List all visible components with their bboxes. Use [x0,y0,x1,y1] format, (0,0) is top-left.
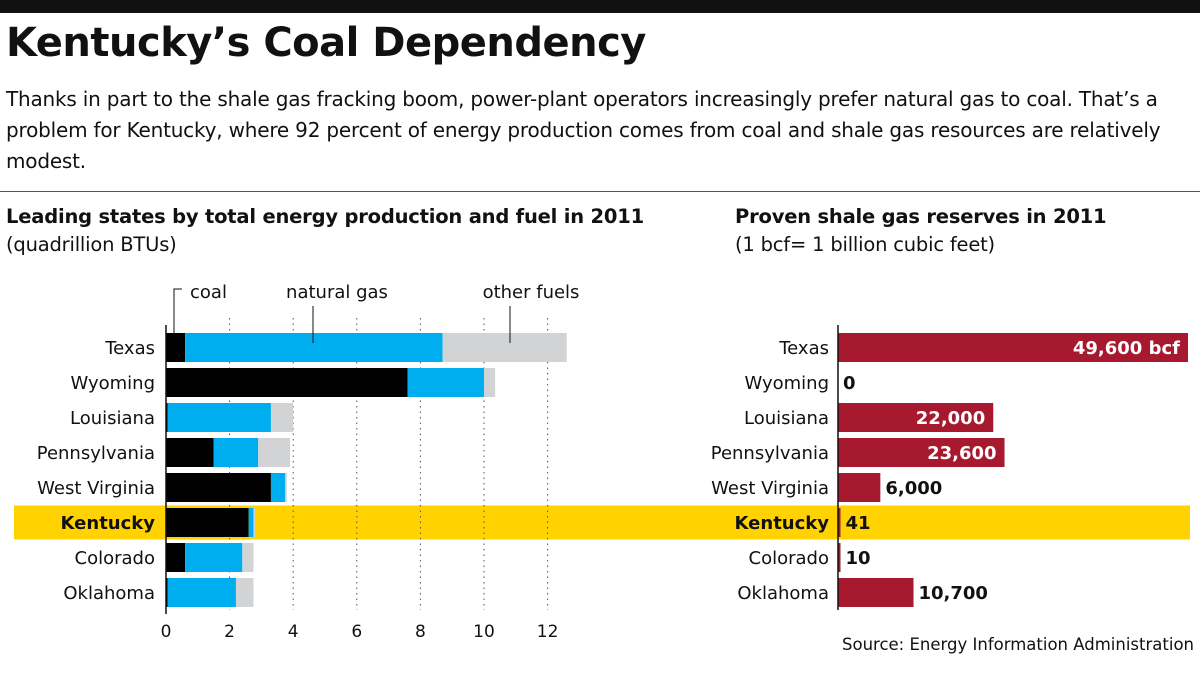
left-bar-natural-gas [213,438,259,467]
left-bar-coal [166,578,168,607]
left-bar-natural-gas [270,473,286,502]
right-category-label: West Virginia [711,478,829,499]
left-category-label: West Virginia [37,478,155,499]
left-bar-other-fuels [235,578,254,607]
left-category-label: Wyoming [70,373,155,394]
left-bar-other-fuels [258,438,291,467]
left-tick-label: 8 [415,622,426,642]
left-category-label: Kentucky [61,513,156,534]
left-bar-coal [166,543,186,572]
top-rule [0,0,1200,13]
right-category-label: Louisiana [744,408,829,429]
left-category-label: Colorado [75,548,155,569]
left-bar-other-fuels [253,508,256,537]
left-category-label: Pennsylvania [37,443,155,464]
section-divider [0,191,1200,192]
page-subtitle: Thanks in part to the shale gas fracking… [6,87,1161,173]
right-bar [838,543,841,572]
right-category-label: Wyoming [744,373,829,394]
right-data-label: 6,000 [885,478,942,499]
left-bar-other-fuels [285,473,287,502]
left-bar-natural-gas [185,333,443,362]
left-bar-other-fuels [242,543,254,572]
left-bar-coal [166,438,214,467]
left-tick-label: 0 [161,622,172,642]
right-category-label: Kentucky [735,513,830,534]
left-bar-coal [166,403,168,432]
right-bar [838,333,1188,362]
legend-leader-line [173,288,182,336]
left-bar-natural-gas [167,403,271,432]
right-bar [838,508,841,537]
left-category-label: Louisiana [70,408,155,429]
right-chart-title-unit: (1 bcf= 1 billion cubic feet) [735,233,995,256]
right-bar [838,438,1005,467]
right-bar [838,473,881,502]
left-bar-other-fuels [270,403,294,432]
right-category-label: Colorado [749,548,829,569]
left-bar-other-fuels [484,368,496,397]
right-data-label: 22,000 [916,408,985,429]
right-bar [838,578,914,607]
right-bar [838,403,994,432]
left-tick-label: 10 [473,622,495,642]
left-bar-coal [166,333,186,362]
source-note: Source: Energy Information Administratio… [842,635,1194,654]
left-bar-coal [166,508,249,537]
left-tick-label: 2 [224,622,235,642]
left-bar-natural-gas [167,578,236,607]
left-bar-natural-gas [185,543,243,572]
page-title: Kentucky’s Coal Dependency [6,20,646,66]
legend-label-natural-gas: natural gas [286,282,388,303]
right-chart-title-bold: Proven shale gas reserves in 2011 [735,205,1107,228]
right-chart-title: Proven shale gas reserves in 2011 (1 bcf… [735,203,1195,259]
left-chart-title-bold: Leading states by total energy productio… [6,205,644,228]
right-category-label: Pennsylvania [711,443,829,464]
right-data-label: 41 [846,513,871,534]
right-data-label: 23,600 [927,443,996,464]
right-data-label: 10,700 [919,583,988,604]
left-tick-label: 4 [288,622,299,642]
left-tick-label: 12 [537,622,559,642]
left-bar-natural-gas [248,508,254,537]
right-data-label: 0 [843,373,856,394]
right-category-label: Oklahoma [737,583,829,604]
legend-label-other-fuels: other fuels [483,282,580,303]
right-category-label: Texas [778,338,829,359]
left-chart-title-unit: (quadrillion BTUs) [6,233,177,256]
left-tick-label: 6 [351,622,362,642]
right-data-label: 10 [846,548,871,569]
left-bar-natural-gas [407,368,484,397]
left-category-label: Texas [104,338,155,359]
left-bar-other-fuels [442,333,567,362]
left-category-label: Oklahoma [63,583,155,604]
left-bar-coal [166,368,408,397]
left-bar-coal [166,473,271,502]
left-chart-title: Leading states by total energy productio… [6,203,656,259]
legend-label-coal: coal [190,282,227,303]
right-data-label: 49,600 bcf [1073,338,1180,359]
